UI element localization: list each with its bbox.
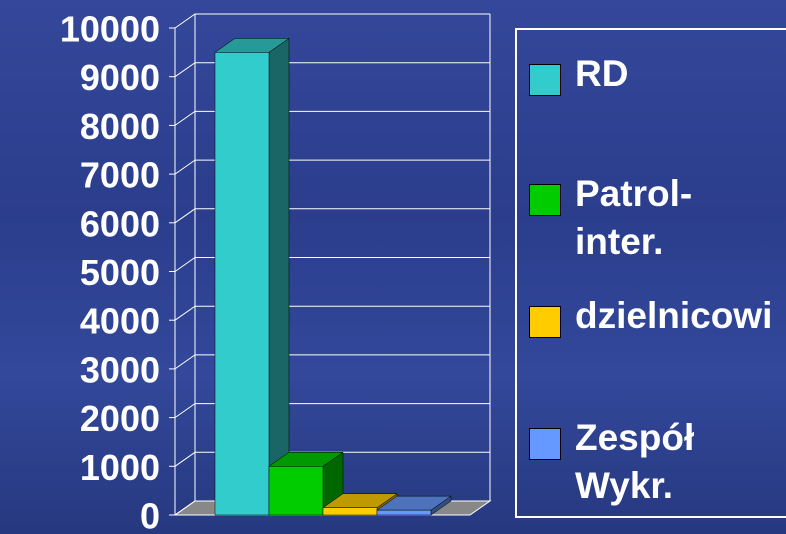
grid-line [174, 305, 490, 321]
legend-swatch [529, 306, 561, 338]
bar-front [214, 52, 270, 516]
y-tick-label: 7000 [80, 155, 160, 196]
legend-label: Zespół Wykr. [575, 417, 695, 506]
grid-line [174, 208, 490, 224]
bar-front [376, 509, 432, 516]
bar [376, 495, 452, 516]
grid-line [174, 13, 490, 29]
legend-label: dzielnicowi [575, 295, 773, 336]
bar-front [322, 507, 378, 516]
y-tick-label: 4000 [80, 301, 160, 342]
grid-line [174, 62, 490, 78]
y-tick-label: 6000 [80, 203, 160, 244]
legend-label: Patrol-inter. [575, 173, 693, 262]
y-tick-label: 1000 [80, 447, 160, 488]
legend: RD Patrol-inter. dzielnicowi Zespół Wykr. [515, 28, 786, 518]
grid-line [174, 451, 490, 467]
bar-front [268, 466, 324, 516]
y-tick-label: 3000 [80, 349, 160, 390]
grid-line [174, 403, 490, 419]
bar-side [268, 37, 290, 516]
y-tick-label: 0 [140, 496, 160, 534]
y-tick-label: 8000 [80, 106, 160, 147]
legend-swatch [529, 184, 561, 216]
y-tick-label: 5000 [80, 252, 160, 293]
y-tick-label: 9000 [80, 57, 160, 98]
legend-swatch [529, 64, 561, 96]
legend-label: RD [575, 53, 629, 94]
grid-line [174, 354, 490, 370]
grid-line [174, 159, 490, 175]
legend-swatch [529, 428, 561, 460]
bar [214, 37, 290, 516]
y-tick-label: 10000 [60, 9, 160, 50]
grid-line [174, 110, 490, 126]
y-tick-label: 2000 [80, 398, 160, 439]
grid-line [174, 257, 490, 272]
bar [268, 451, 344, 516]
